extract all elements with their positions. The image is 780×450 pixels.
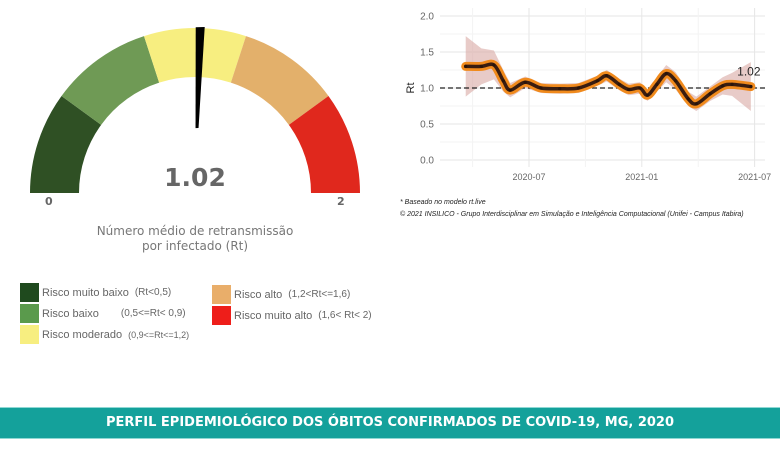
legend-item-moderate: Risco moderado (0,9<=Rt<=1,2) [20,325,189,344]
gauge-min-label: 0 [45,195,53,208]
gauge-segment [30,96,102,193]
data-point [558,87,562,91]
legend-label: Risco muito baixo [42,286,129,299]
y-tick-label: 2.0 [420,12,434,23]
data-point [464,64,468,68]
data-point [501,79,505,83]
legend-label: Risco moderado [42,328,123,341]
data-point [749,84,753,89]
data-point [492,63,496,67]
legend-range: (1,6< Rt< 2) [318,310,372,321]
data-point [664,72,668,76]
legend-item-very-low: Risco muito baixo (Rt<0,5) [20,283,171,302]
data-point [595,79,599,83]
data-point [627,87,631,92]
data-point [694,102,698,106]
legend-swatch [20,304,39,323]
data-point [508,88,512,92]
gauge-caption-line1: Número médio de retransmissão [96,224,294,238]
legend-item-low: Risco baixo (0,5<=Rt< 0,9) [20,304,186,323]
x-tick-label: 2020-07 [512,172,545,182]
y-tick-label: 0.0 [420,156,434,167]
data-point [645,93,650,97]
footnote-copyright: © 2021 INSILICO - Grupo Interdisciplinar… [400,211,744,218]
y-tick-label: 1.0 [420,84,434,95]
x-tick-label: 2021-07 [738,172,771,182]
gauge-needle [195,26,205,129]
legend-item-very-high: Risco muito alto (1,6< Rt< 2) [212,306,372,325]
data-point [638,86,642,90]
legend-swatch [212,285,231,304]
data-point [730,82,734,86]
rt-time-series-chart: 0.0 0.5 1.0 1.5 2.0 2020-07 2021-01 2021-07 Rt 1.… [405,8,771,182]
legend-swatch [20,283,39,302]
section-banner: PERFIL EPIDEMIOLÓGICO DOS ÓBITOS CONFIRM… [0,407,780,439]
y-axis-label: Rt [405,83,417,94]
legend-item-high: Risco alto (1,2<Rt<=1,6) [212,285,350,304]
y-tick-label: 1.5 [420,48,434,59]
rt-gauge [30,26,360,193]
gauge-max-label: 2 [337,195,345,208]
legend-swatch [212,306,231,325]
x-tick-label: 2021-01 [625,172,658,182]
gauge-segment [144,27,246,83]
data-point [605,74,609,78]
data-point [721,84,725,88]
data-point [674,79,678,83]
data-point [523,80,527,84]
gauge-caption-line2: por infectado (Rt) [141,239,249,253]
last-value-label: 1.02 [737,65,761,79]
gauge-value: 1.02 [164,163,226,192]
gauge-segment [288,96,360,193]
footnote-model: * Baseado no modelo rt.live [400,199,486,206]
data-point [708,92,712,96]
legend-swatch [20,325,39,344]
data-point [617,82,621,86]
legend-range: (0,5<=Rt< 0,9) [120,308,186,319]
legend-range: (1,2<Rt<=1,6) [288,289,351,300]
legend-label: Risco alto [234,288,283,301]
legend-range: (0,9<=Rt<=1,2) [128,329,190,340]
legend-range: (Rt<0,5) [134,287,172,298]
data-point [539,86,543,90]
data-point [655,82,659,86]
gauge-segment [230,36,329,125]
data-point [479,64,483,68]
legend-label: Risco muito alto [234,309,313,322]
data-point [576,86,581,90]
data-point [686,97,690,101]
gauge-segment [61,36,160,125]
legend-label: Risco baixo [42,307,99,320]
y-tick-label: 0.5 [420,120,434,131]
